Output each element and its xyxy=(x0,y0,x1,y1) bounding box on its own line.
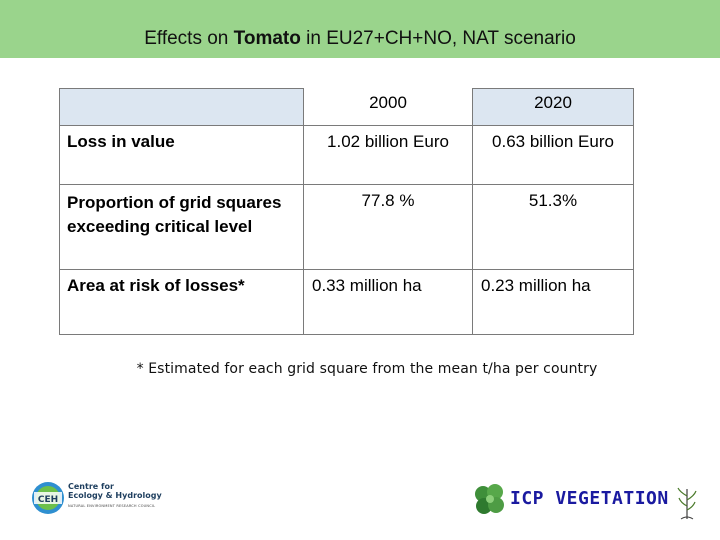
plant-sprout-icon xyxy=(677,487,697,520)
header-blank-cell xyxy=(59,88,304,126)
row-label-proportion: Proportion of grid squares exceeding cri… xyxy=(59,184,304,270)
cell-area-2020: 0.23 million ha xyxy=(472,269,634,335)
ceh-badge-text: CEH xyxy=(38,495,58,505)
header-year-2000: 2000 xyxy=(369,92,407,112)
cell-proportion-2000: 77.8 % xyxy=(303,184,473,270)
ceh-subtitle: NATURAL ENVIRONMENT RESEARCH COUNCIL xyxy=(68,504,156,508)
table-row: Loss in value 1.02 billion Euro 0.63 bil… xyxy=(59,125,634,185)
results-table: 2000 2020 Loss in value 1.02 billion Eur… xyxy=(59,88,634,335)
table-row: Area at risk of losses* 0.33 million ha … xyxy=(59,269,634,335)
row-label-area: Area at risk of losses* xyxy=(59,269,304,335)
header-year-2020: 2020 xyxy=(472,88,634,126)
cell-area-2000: 0.33 million ha xyxy=(303,269,473,335)
table-row: Proportion of grid squares exceeding cri… xyxy=(59,184,634,270)
cell-proportion-2020: 51.3% xyxy=(472,184,634,270)
ceh-name-line1: Centre for xyxy=(68,482,114,491)
title-prefix: Effects on xyxy=(144,28,234,49)
cell-loss-2000: 1.02 billion Euro xyxy=(303,125,473,185)
slide-title: Effects on Tomato in EU27+CH+NO, NAT sce… xyxy=(0,28,720,50)
cell-loss-2020: 0.63 billion Euro xyxy=(472,125,634,185)
footnote: * Estimated for each grid square from th… xyxy=(136,361,598,377)
clover-leaf-icon xyxy=(475,484,504,514)
title-suffix: in EU27+CH+NO, NAT scenario xyxy=(300,28,576,49)
ceh-name-line2: Ecology & Hydrology xyxy=(68,491,162,500)
title-crop: Tomato xyxy=(233,28,301,49)
table-header-row: 2000 2020 xyxy=(59,88,634,126)
title-bar xyxy=(0,0,720,58)
ceh-name: Centre for Ecology & Hydrology xyxy=(68,482,162,500)
icp-vegetation-logo-text: ICP VEGETATION xyxy=(510,488,669,509)
row-label-loss: Loss in value xyxy=(59,125,304,185)
ceh-logo-icon: CEH xyxy=(32,482,64,514)
